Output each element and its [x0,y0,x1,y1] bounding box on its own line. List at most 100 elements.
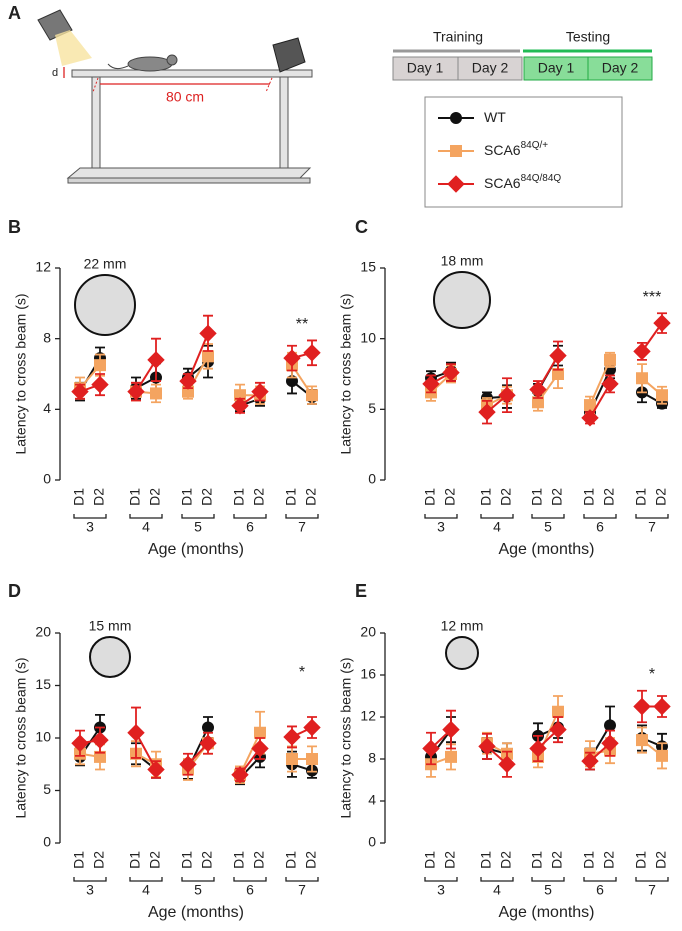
marker [199,324,217,343]
day-label: Day 2 [472,60,509,76]
x-tick-label: D1 [231,851,247,869]
marker [633,697,651,716]
y-tick-label: 12 [35,259,51,275]
marker [150,387,162,400]
group-label: 6 [596,519,604,535]
y-tick-label: 12 [360,708,376,724]
testing-label: Testing [566,29,610,45]
y-tick-label: 0 [43,834,51,850]
panel-label: A [8,3,21,23]
base [66,167,312,179]
group-label: 3 [437,519,445,535]
base-edge [67,177,311,184]
marker [422,739,440,758]
marker [478,737,496,756]
marker [91,375,109,394]
beam [71,69,313,78]
group-bracket [583,877,617,882]
marker [254,726,266,739]
day-label: Day 1 [407,60,444,76]
group-bracket [424,877,458,882]
mouse-tail [107,63,129,70]
legend-text: SCA684Q/84Q [484,173,561,191]
panel-label: B [8,217,21,237]
marker [442,363,460,382]
marker [581,752,599,770]
marker [179,372,197,390]
group-bracket [73,877,107,882]
y-axis-label: Latency to cross beam (s) [13,293,29,454]
goal-box [272,37,306,73]
group-bracket [635,877,669,882]
x-tick-label: D2 [498,851,514,869]
group-bracket [129,514,163,519]
marker [656,749,668,762]
x-tick-label: D2 [442,488,458,506]
x-tick-label: D1 [179,488,195,506]
group-label: 5 [194,882,202,898]
group-label: 5 [194,519,202,535]
x-tick-label: D2 [303,851,319,869]
marker [91,731,109,749]
marker [498,755,516,773]
x-tick-label: D2 [251,851,267,869]
group-bracket [583,514,617,519]
day-box [457,56,523,81]
marker [303,718,321,737]
panel-label: E [355,581,367,601]
x-axis-label: Age (months) [498,541,594,558]
y-axis-label: Latency to cross beam (s) [13,657,29,818]
group-bracket [424,514,458,519]
x-tick-label: D2 [199,851,215,869]
d-label: d [52,67,58,79]
y-tick-label: 5 [368,400,376,416]
significance: *** [643,289,662,306]
x-tick-label: D1 [127,488,143,506]
group-label: 4 [142,882,150,898]
significance: * [649,666,655,683]
timeline: Training Testing Day 1 Day 2 Day 1 Day 2 [392,29,653,81]
x-tick-label: D1 [633,851,649,869]
group-label: 5 [544,519,552,535]
x-axis-label: Age (months) [148,541,244,558]
x-tick-label: D2 [91,488,107,506]
beam-icon [89,636,131,678]
mouse [127,56,173,72]
chart: E 12 mm 0 4 8 12 16 20 Latency to cross beam (s)… [338,581,671,921]
marker [498,386,516,404]
distance-end [265,77,273,93]
x-tick-label: D2 [199,488,215,506]
beam-label: 18 mm [441,253,484,269]
x-tick-label: D1 [71,851,87,869]
group-label: 3 [86,519,94,535]
x-tick-label: D2 [601,851,617,869]
marker [251,739,269,758]
marker [306,753,318,765]
beam-label: 22 mm [84,256,127,272]
marker [306,389,318,402]
training-label: Training [433,29,483,45]
x-tick-label: D2 [303,488,319,506]
marker [653,697,671,716]
marker [202,721,214,734]
marker [601,375,619,393]
marker [450,145,462,157]
marker [450,112,462,124]
group-label: 7 [298,882,306,898]
y-tick-label: 10 [360,329,376,345]
beam-label: 12 mm [441,618,484,634]
group-label: 3 [437,882,445,898]
x-tick-label: D1 [422,488,438,506]
marker [179,755,197,773]
marker [604,353,616,366]
distance-end [92,77,99,93]
y-tick-label: 20 [35,624,51,640]
y-tick-label: 20 [360,624,376,640]
marker [633,342,651,361]
marker [601,734,619,752]
group-bracket [480,514,514,519]
x-tick-label: D1 [478,488,494,506]
series-line [537,355,559,391]
